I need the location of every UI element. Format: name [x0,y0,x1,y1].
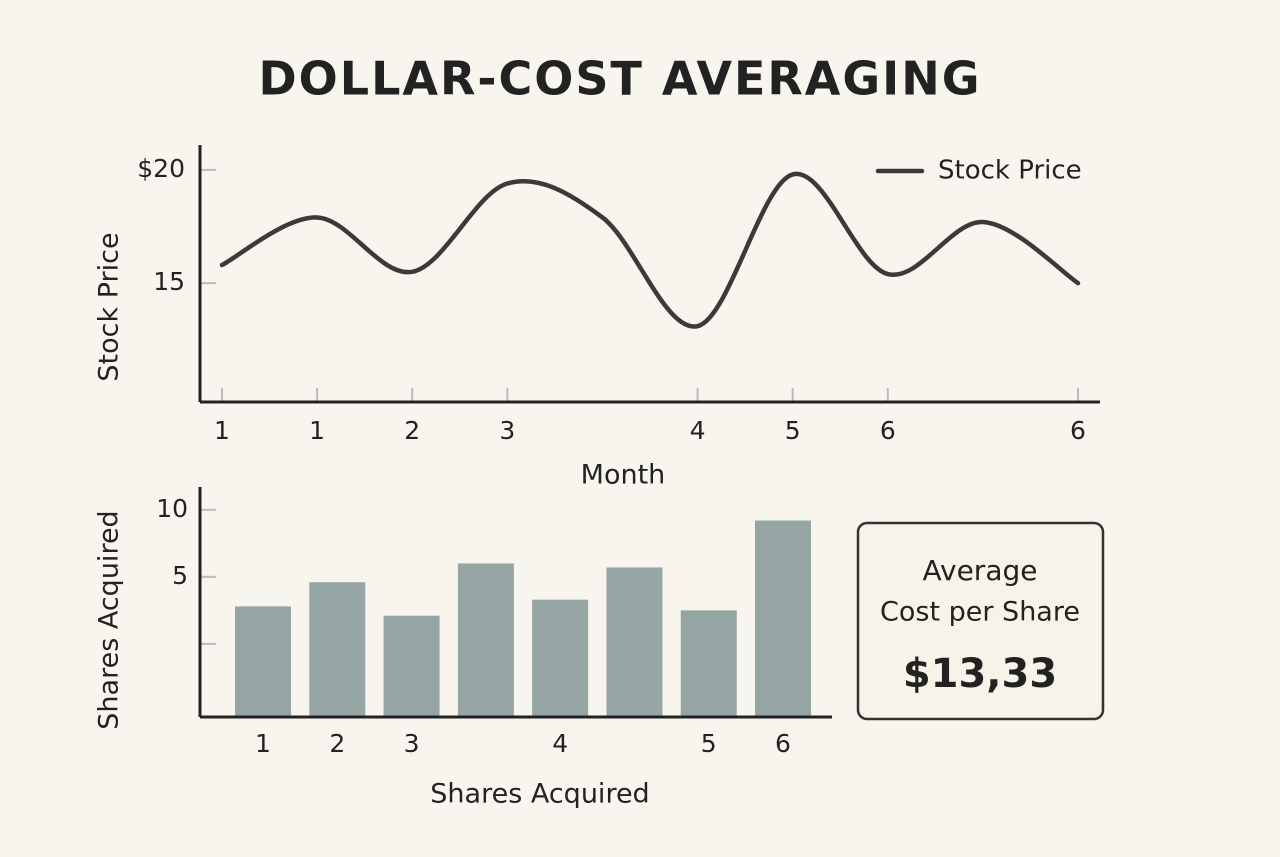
x-tick-label: 1 [309,416,325,445]
bar [457,563,514,717]
x-tick-label: 4 [552,729,568,758]
bar [606,567,663,717]
x-tick-label: 6 [775,729,791,758]
x-tick-label: 3 [499,416,515,445]
summary-line: Average [923,554,1038,587]
y-tick-label: 5 [172,561,188,590]
x-tick-label: 3 [404,729,420,758]
y-axis-label: Shares Acquired [94,510,125,729]
bar [235,606,291,717]
summary-value: $13,33 [903,651,1057,697]
y-tick-label: $20 [137,154,185,183]
bar [680,610,737,717]
x-tick-label: 6 [880,416,896,445]
price-line [219,171,1081,329]
y-axis-label: Stock Price [94,232,125,381]
x-axis-label: Month [581,460,666,491]
x-tick-label: 2 [329,729,345,758]
legend-label: Stock Price [938,156,1082,186]
bar [532,599,589,717]
x-tick-label: 4 [690,416,706,445]
x-tick-label: 6 [1070,416,1086,445]
summary-box: Average Cost per Share $13,33 [856,521,1105,721]
x-axis-label: Shares Acquired [430,779,649,810]
x-tick-label: 5 [785,416,801,445]
x-tick-label: 1 [214,416,230,445]
y-tick-label: 10 [156,494,188,523]
summary-line: Cost per Share [880,597,1080,628]
bar [309,582,366,717]
summary-frame [856,521,1105,721]
x-tick-label: 5 [701,729,717,758]
bar [755,520,811,717]
title: DOLLAR-COST AVERAGING [258,52,981,106]
bar [383,615,440,717]
x-tick-label: 1 [255,729,271,758]
x-tick-label: 2 [404,416,420,445]
y-tick-label: 15 [153,267,185,296]
